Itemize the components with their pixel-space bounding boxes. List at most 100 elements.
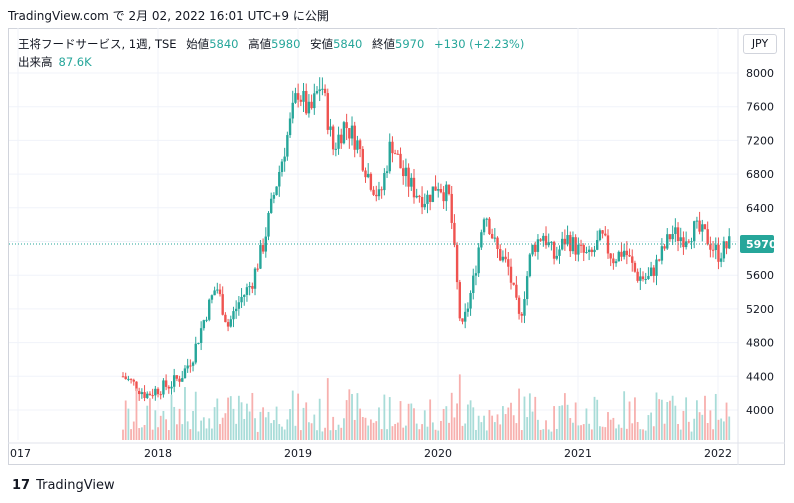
candle-body	[269, 198, 273, 213]
candle-body	[251, 286, 254, 289]
volume-bar	[496, 414, 499, 440]
volume-bar	[122, 429, 124, 440]
candle-body	[221, 294, 224, 315]
candle-body	[574, 237, 577, 255]
footer-brand[interactable]: 17 TradingView	[12, 478, 115, 493]
volume-bar	[647, 415, 650, 440]
volume-bar	[464, 423, 467, 440]
candle-body	[399, 153, 402, 169]
candle-body	[377, 189, 381, 197]
candle-body	[636, 271, 639, 281]
candle-body	[283, 156, 286, 162]
x-tick-label: 017	[10, 447, 31, 460]
volume-bar	[216, 398, 219, 440]
candle-body	[620, 251, 623, 257]
y-tick-label: 5600	[746, 269, 774, 282]
candle-body	[714, 244, 717, 251]
candle-body	[490, 233, 494, 239]
volume-bar	[262, 407, 265, 440]
volume-bar	[213, 407, 216, 440]
x-tick-label: 2021	[564, 447, 592, 460]
volume-bar	[687, 421, 690, 440]
volume-bar	[375, 421, 378, 440]
volume-bar	[372, 422, 375, 440]
volume-bar	[652, 426, 655, 440]
volume-bar	[585, 408, 588, 440]
volume-bar	[332, 416, 335, 440]
volume-bar	[593, 396, 596, 440]
volume-bar	[434, 429, 437, 440]
volume-bar	[725, 402, 728, 440]
volume-bar	[572, 422, 574, 440]
candle-body	[609, 253, 612, 259]
y-tick-label: 8000	[746, 67, 774, 80]
volume-bar	[170, 394, 173, 440]
candle-body	[668, 234, 672, 240]
volume-bar	[458, 374, 461, 440]
volume-bar	[590, 429, 593, 440]
volume-bar	[550, 431, 553, 440]
candle-body	[709, 244, 712, 250]
candle-body	[622, 250, 626, 257]
volume-bar	[337, 424, 340, 440]
candle-body	[407, 167, 410, 187]
volume-bar	[396, 422, 399, 440]
candle-body	[593, 249, 596, 253]
volume-bar	[693, 418, 696, 440]
candle-body	[488, 218, 491, 234]
volume-bar	[415, 423, 418, 440]
volume-bar	[208, 418, 211, 440]
candle-body	[579, 244, 583, 246]
candle-body	[679, 237, 682, 241]
candle-body	[657, 259, 661, 261]
candle-body	[598, 230, 602, 241]
candle-body	[383, 173, 386, 191]
candle-body	[461, 318, 464, 322]
candle-body	[261, 245, 265, 252]
candle-body	[345, 122, 348, 129]
candle-body	[628, 255, 631, 257]
volume-bar	[394, 423, 397, 440]
volume-bar	[545, 420, 547, 440]
candle-body	[571, 237, 575, 252]
chart-frame[interactable]	[8, 28, 785, 465]
candle-body	[121, 376, 125, 378]
candle-body	[582, 245, 585, 253]
candle-body	[684, 241, 688, 248]
candle-body	[455, 244, 459, 283]
candle-body	[711, 249, 715, 251]
volume-bar	[334, 429, 337, 440]
candle-body	[555, 255, 558, 259]
candle-body	[566, 235, 569, 245]
candle-body	[243, 294, 246, 297]
currency-button[interactable]: JPY	[743, 34, 777, 54]
candle-body	[614, 261, 618, 264]
volume-bar	[348, 389, 351, 440]
candle-body	[307, 101, 311, 114]
volume-bar	[553, 406, 556, 440]
volume-bar	[520, 430, 523, 440]
volume-bar	[677, 423, 679, 440]
candle-body	[208, 299, 211, 320]
candle-body	[633, 262, 637, 272]
candle-body	[698, 220, 701, 232]
candle-body	[259, 245, 262, 269]
candle-body	[485, 218, 488, 220]
volume-bar	[453, 417, 456, 440]
candle-body	[480, 232, 483, 248]
volume-bar	[717, 419, 720, 440]
candle-body	[482, 219, 486, 233]
candle-body	[525, 276, 529, 300]
candle-body	[385, 171, 389, 174]
volume-bar	[283, 429, 286, 440]
volume-bar	[410, 403, 413, 440]
candle-body	[132, 379, 135, 382]
candle-body	[693, 221, 696, 242]
candle-body	[189, 365, 192, 367]
volume-bar	[313, 414, 316, 440]
volume-bar	[493, 422, 496, 440]
candle-body	[701, 224, 704, 232]
volume-bar	[631, 423, 634, 440]
volume-bar	[205, 428, 208, 440]
